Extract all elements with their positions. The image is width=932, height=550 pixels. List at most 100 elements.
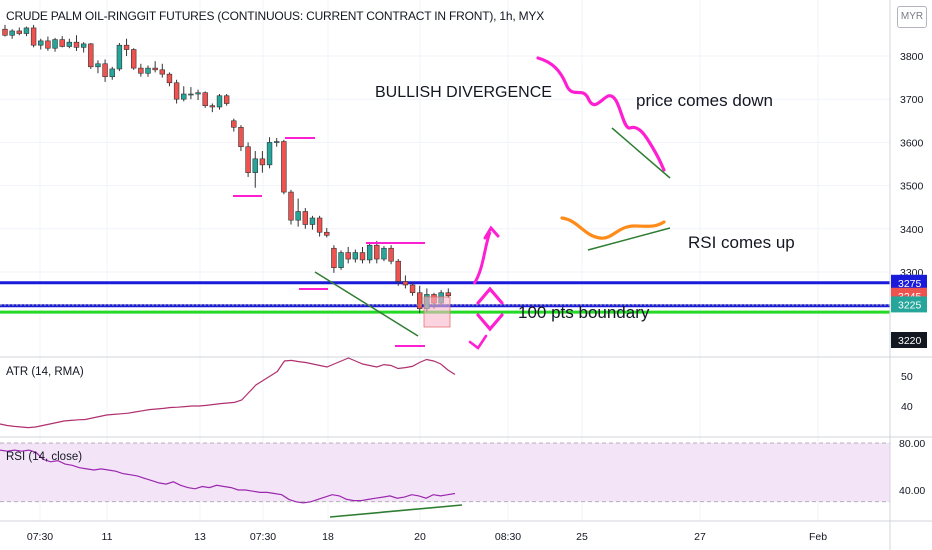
candle	[209, 103, 216, 113]
candle	[266, 137, 273, 169]
candle	[116, 43, 123, 72]
candle-body	[195, 92, 201, 95]
atr-pane-label[interactable]: ATR (14, RMA)	[6, 366, 84, 378]
candle-body	[345, 252, 351, 260]
candle-body	[52, 39, 58, 49]
candle-body	[223, 95, 230, 104]
price-trend-line	[611, 127, 671, 179]
time-tick-label: 07:30	[250, 531, 276, 543]
rsi-up-sketch	[560, 216, 666, 240]
time-tick-label: 20	[414, 531, 426, 543]
candle	[409, 282, 416, 296]
candle-body	[188, 93, 194, 96]
candle	[316, 215, 323, 237]
candle-body	[309, 217, 316, 225]
candle-body	[30, 27, 37, 46]
candle-body	[38, 40, 44, 46]
candle	[173, 79, 180, 104]
candle	[324, 227, 330, 238]
candle	[38, 38, 44, 50]
atr-line	[0, 357, 456, 429]
candle	[288, 189, 294, 225]
candle-body	[445, 292, 451, 297]
candle-body	[216, 95, 223, 108]
rsi-pane-label[interactable]: RSI (14, close)	[6, 451, 83, 463]
candle	[138, 63, 144, 77]
candle	[73, 35, 80, 51]
candle	[345, 246, 351, 264]
candle	[402, 275, 409, 289]
candle-body	[245, 146, 251, 173]
time-axis: 07:30 11 13 07:30 18 20 08:30 25 27 Feb	[27, 531, 827, 543]
candle	[52, 37, 58, 52]
candle	[188, 87, 194, 100]
candle	[16, 27, 22, 36]
candle-body	[16, 30, 22, 34]
candle-body	[388, 247, 394, 262]
candle	[45, 36, 51, 51]
candle	[352, 249, 359, 263]
candle	[231, 118, 237, 132]
price-badge: 3275	[891, 274, 927, 291]
candle	[145, 65, 151, 77]
candle	[374, 240, 380, 264]
candle-body	[273, 141, 280, 143]
candle-body	[295, 211, 301, 221]
candle-body	[173, 82, 180, 100]
time-tick-label: 08:30	[495, 531, 521, 543]
candle-body	[409, 284, 416, 294]
candle-body	[95, 63, 101, 68]
price-candles	[2, 24, 451, 314]
rsi-trend-line	[587, 227, 671, 251]
candle	[309, 215, 316, 230]
candle-body	[131, 49, 137, 69]
candle-body	[331, 247, 337, 268]
candle	[295, 198, 301, 227]
candle	[123, 38, 130, 56]
candle	[238, 125, 244, 152]
price-badge-label: 3220	[898, 335, 922, 347]
price-tick-label: 3600	[900, 137, 924, 149]
grid-lines	[0, 0, 890, 521]
candle	[95, 60, 101, 74]
price-badge-label: 3225	[898, 299, 922, 311]
price-tick-label: 3800	[900, 51, 924, 63]
candle-body	[181, 93, 187, 100]
candle	[59, 36, 65, 48]
candle-body	[402, 281, 409, 286]
candle	[445, 288, 451, 298]
candle	[109, 66, 115, 80]
candle-body	[324, 231, 330, 236]
candle	[66, 38, 73, 49]
candle-body	[59, 39, 65, 47]
price-badge-bg	[891, 274, 927, 291]
time-tick-label: 07:30	[27, 531, 53, 543]
price-badge-label: 3275	[898, 278, 922, 290]
candle-body	[109, 68, 115, 78]
rsi-tick-label: 80.00	[899, 438, 925, 450]
candle-body	[152, 67, 158, 71]
candle	[388, 245, 394, 265]
candle-body	[23, 27, 30, 34]
candle	[131, 48, 137, 70]
price-tick-label: 3400	[900, 224, 924, 236]
up-arrow-curve	[472, 231, 492, 285]
down-arrow	[468, 334, 488, 350]
candle-body	[395, 260, 401, 282]
price-badge-bg	[891, 332, 927, 348]
rsi-overbought-oversold-band	[0, 443, 890, 502]
candle-body	[166, 73, 173, 84]
currency-button[interactable]: MYR	[897, 6, 927, 28]
price-badge-bg	[891, 296, 927, 313]
candle	[159, 63, 165, 78]
candle	[381, 246, 387, 262]
annotation-rsi-comes-up: RSI comes up	[688, 233, 795, 252]
candle-body	[338, 252, 344, 268]
candle-body	[102, 63, 108, 78]
candle	[102, 59, 108, 82]
candle-body	[266, 142, 273, 166]
annotation-price-comes-down: price comes down	[636, 91, 773, 110]
candle-body	[88, 43, 94, 68]
rsi-series	[0, 442, 890, 504]
